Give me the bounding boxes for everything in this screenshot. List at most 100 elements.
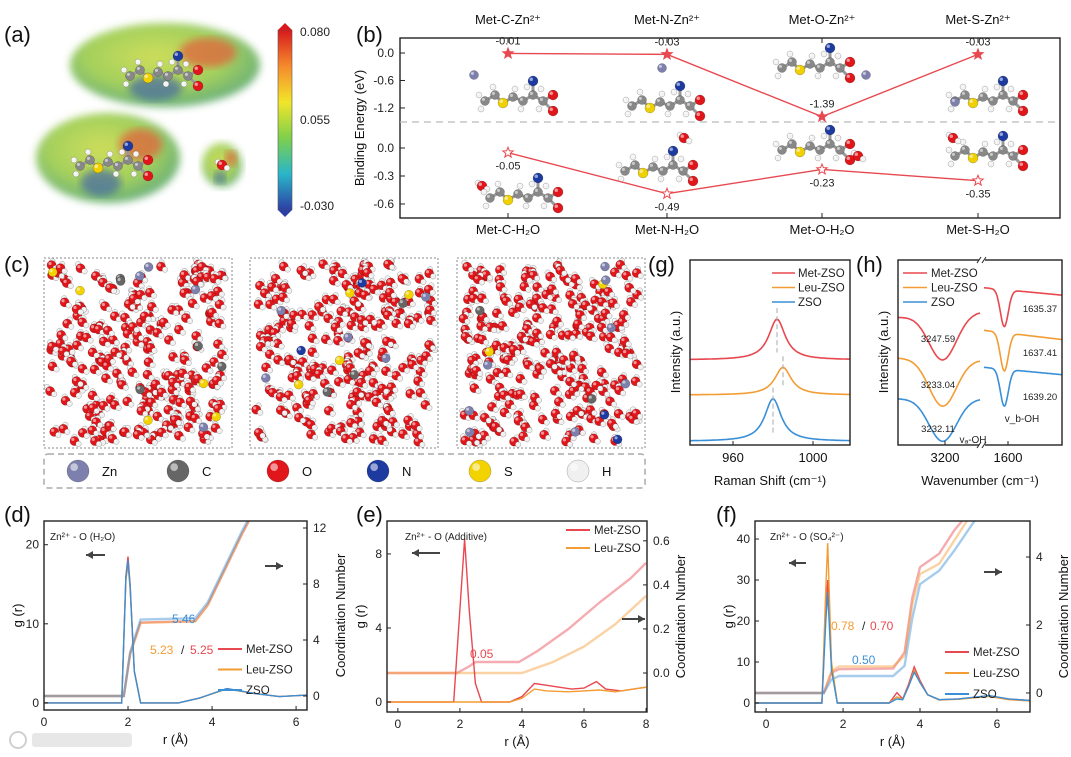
hydrogen-atom bbox=[129, 303, 136, 311]
hydrogen-atom bbox=[430, 309, 437, 316]
atom-highlight bbox=[586, 388, 591, 392]
atom-highlight bbox=[70, 350, 73, 353]
atom-highlight bbox=[415, 438, 419, 442]
solute-atom bbox=[334, 355, 345, 366]
atom-highlight bbox=[467, 337, 470, 340]
hydrogen-atom bbox=[515, 441, 522, 448]
atom-highlight bbox=[546, 435, 549, 438]
atom-highlight bbox=[375, 367, 378, 370]
atom-highlight bbox=[540, 346, 543, 349]
hydrogen-atom bbox=[156, 60, 164, 68]
atom-highlight bbox=[486, 373, 489, 376]
atom-highlight bbox=[509, 309, 513, 313]
atom-highlight bbox=[383, 441, 386, 444]
atom-highlight bbox=[623, 272, 627, 276]
atom-highlight bbox=[676, 82, 680, 86]
panel-a-esp-surfaces bbox=[36, 23, 260, 203]
hydrogen-atom bbox=[371, 319, 378, 326]
hydrogen-atom bbox=[191, 401, 198, 408]
carbon-atom bbox=[805, 59, 815, 69]
atom-highlight bbox=[404, 435, 407, 438]
atom-highlight bbox=[103, 324, 106, 327]
hydrogen-atom bbox=[508, 359, 515, 367]
atom-highlight bbox=[515, 435, 517, 438]
atom-highlight bbox=[522, 271, 525, 274]
atom-highlight bbox=[532, 327, 535, 330]
atom-highlight bbox=[297, 267, 302, 271]
atom-highlight bbox=[277, 307, 282, 311]
hydrogen-atom bbox=[420, 278, 427, 285]
y-tick-label-left: 40 bbox=[737, 532, 751, 546]
atom-highlight bbox=[344, 350, 347, 353]
atom-highlight bbox=[303, 271, 306, 274]
atom-highlight bbox=[274, 321, 277, 324]
atom-highlight bbox=[361, 291, 365, 296]
legend-label: Met-ZSO bbox=[931, 268, 978, 280]
hydrogen-atom bbox=[346, 438, 353, 445]
hydrogen-atom bbox=[637, 294, 645, 301]
legend-label: S bbox=[504, 464, 513, 479]
atom-highlight bbox=[392, 283, 395, 286]
hydrogen-atom bbox=[106, 378, 113, 385]
atom-highlight bbox=[633, 269, 637, 273]
atom-highlight bbox=[351, 297, 355, 302]
atom-highlight bbox=[994, 84, 997, 87]
atom-highlight bbox=[378, 417, 383, 421]
atom-highlight bbox=[381, 335, 384, 338]
solute-atom bbox=[296, 345, 306, 356]
atom-highlight bbox=[312, 425, 315, 428]
atom-highlight bbox=[134, 431, 138, 435]
atom-highlight bbox=[94, 353, 97, 356]
atom-highlight bbox=[94, 164, 98, 168]
atom-highlight bbox=[517, 390, 521, 395]
hydrogen-atom bbox=[173, 389, 180, 396]
raman-curve-met-zso bbox=[690, 318, 851, 361]
atom-highlight bbox=[431, 274, 434, 277]
hydrogen-atom bbox=[627, 275, 634, 282]
atom-highlight bbox=[408, 361, 413, 365]
oxygen-atom bbox=[844, 72, 856, 84]
atom-highlight bbox=[496, 328, 499, 331]
atom-highlight bbox=[159, 417, 162, 420]
hydrogen-atom bbox=[172, 309, 180, 316]
hydrogen-atom bbox=[145, 316, 152, 323]
atom-highlight bbox=[410, 324, 413, 327]
hydrogen-atom bbox=[392, 431, 399, 438]
atom-highlight bbox=[285, 391, 289, 396]
hydrogen-atom bbox=[169, 339, 176, 346]
water-molecule bbox=[945, 131, 962, 145]
atom-highlight bbox=[328, 425, 332, 429]
atom-highlight bbox=[359, 266, 363, 270]
nitrogen-atom bbox=[997, 75, 1009, 87]
carbon-atom bbox=[125, 71, 135, 81]
rdf-curve-met-zso bbox=[755, 579, 1030, 704]
hydrogen-atom bbox=[218, 408, 225, 415]
atom-highlight bbox=[270, 329, 275, 333]
legend-atom-n bbox=[366, 459, 390, 483]
atom-highlight bbox=[949, 134, 953, 138]
atom-highlight bbox=[554, 204, 558, 208]
atom-highlight bbox=[527, 300, 531, 305]
atom-highlight bbox=[615, 387, 620, 391]
atom-highlight bbox=[382, 305, 385, 308]
hydrogen-atom bbox=[207, 367, 214, 374]
atom-highlight bbox=[350, 391, 353, 394]
data-label: -0.35 bbox=[965, 189, 990, 201]
atom-highlight bbox=[384, 389, 387, 392]
data-label: -0.05 bbox=[495, 161, 520, 173]
legend-frame bbox=[43, 453, 646, 489]
atom-highlight bbox=[540, 362, 543, 365]
atom-highlight bbox=[414, 314, 418, 318]
atom-highlight bbox=[101, 427, 105, 432]
atom-highlight bbox=[385, 276, 388, 279]
atom-highlight bbox=[168, 426, 171, 429]
atom-highlight bbox=[212, 424, 216, 428]
hydrogen-atom bbox=[522, 202, 530, 210]
atom-highlight bbox=[174, 52, 178, 56]
atom-highlight bbox=[570, 352, 574, 356]
atom-highlight bbox=[425, 341, 429, 345]
hydrogen-atom bbox=[670, 88, 678, 96]
atom-highlight bbox=[472, 352, 475, 355]
x-axis-label: Wavenumber (cm⁻¹) bbox=[921, 473, 1039, 488]
